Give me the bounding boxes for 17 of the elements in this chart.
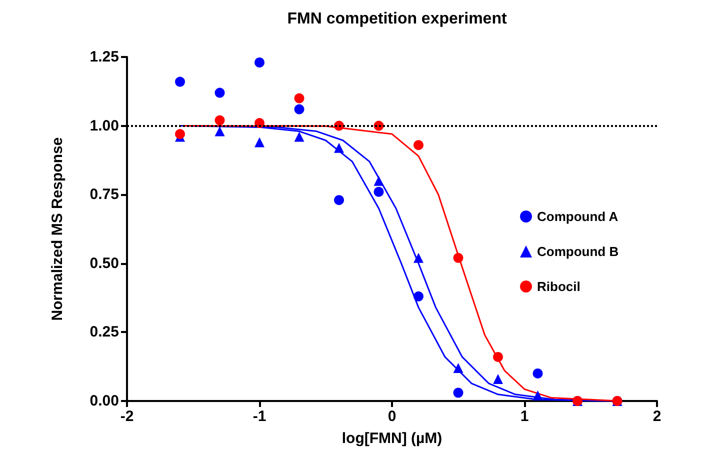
y-tick-label: 0.25 (90, 324, 119, 341)
y-tick-label: 1.25 (90, 48, 119, 66)
y-axis-title: Normalized MS Response (49, 137, 66, 321)
x-axis-title: log[FMN] (µM) (342, 430, 442, 447)
x-tick-label: -2 (120, 408, 134, 425)
legend-label: Compound B (537, 244, 619, 259)
chart-title: FMN competition experiment (287, 10, 508, 28)
y-tick-label: 0.50 (90, 254, 119, 272)
x-tick-label: 2 (652, 408, 662, 425)
legend-label: Ribocil (537, 279, 580, 294)
y-tick-label: 0.00 (90, 392, 119, 410)
y-tick-label: 0.75 (90, 186, 119, 204)
y-tick-label: 1.00 (90, 117, 119, 134)
x-tick-label: -1 (252, 408, 266, 425)
x-tick-label: 0 (388, 408, 396, 425)
legend-label: Compound A (537, 209, 619, 224)
x-tick-label: 1 (520, 408, 529, 425)
